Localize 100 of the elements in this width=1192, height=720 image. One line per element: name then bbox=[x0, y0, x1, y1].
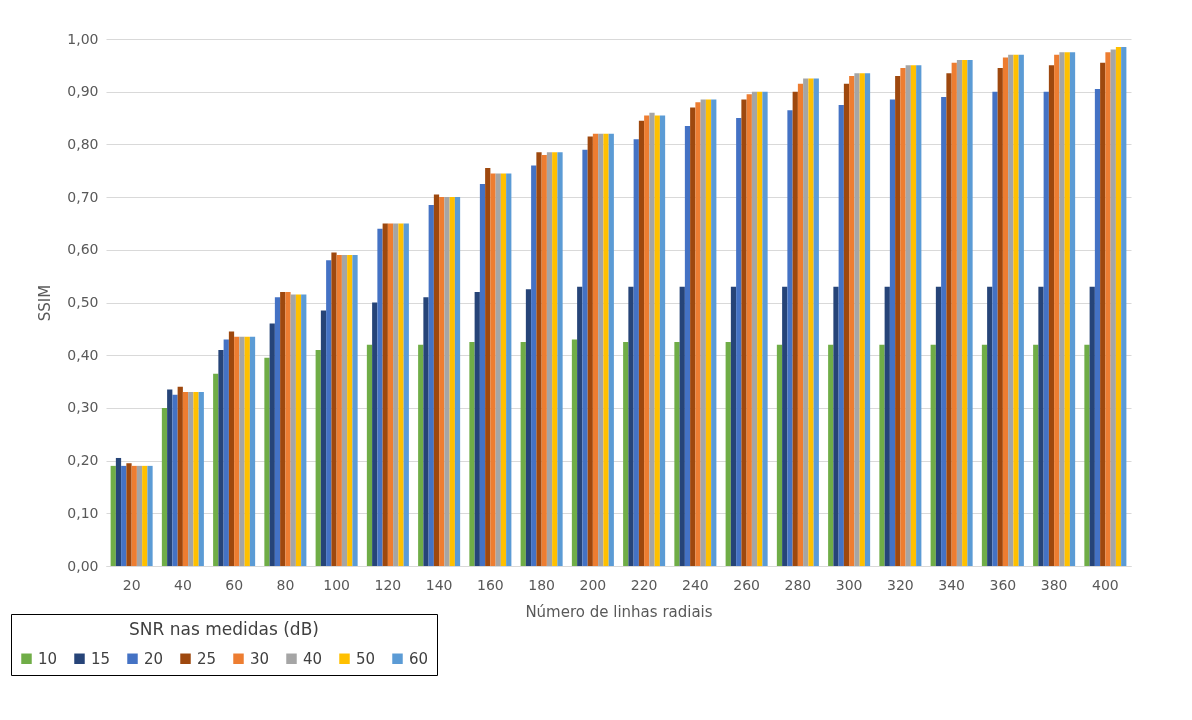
bar bbox=[884, 286, 890, 566]
y-tick-label: 0,70 bbox=[67, 188, 99, 205]
y-axis-title: SSIM bbox=[36, 284, 55, 322]
y-tick-label: 0,30 bbox=[67, 399, 99, 416]
bar bbox=[608, 133, 614, 566]
bar bbox=[490, 173, 496, 566]
bar bbox=[633, 139, 639, 566]
bar bbox=[787, 110, 793, 566]
y-tick-label: 0,10 bbox=[67, 504, 99, 521]
bar bbox=[967, 60, 973, 566]
bar bbox=[495, 173, 501, 566]
bar bbox=[177, 386, 183, 566]
bar bbox=[854, 73, 860, 566]
bar bbox=[725, 342, 731, 566]
bar bbox=[951, 62, 957, 566]
bar bbox=[705, 99, 712, 566]
bar bbox=[1008, 54, 1014, 566]
bar bbox=[864, 73, 871, 566]
bar bbox=[264, 357, 270, 566]
x-tick-label: 260 bbox=[733, 576, 760, 593]
bar bbox=[546, 152, 553, 566]
x-tick-label: 360 bbox=[989, 576, 1017, 593]
x-tick-label: 160 bbox=[477, 576, 504, 593]
bar bbox=[295, 294, 302, 566]
bar bbox=[1100, 62, 1106, 566]
x-tick-label: 180 bbox=[528, 576, 555, 593]
bar bbox=[623, 342, 629, 566]
bar bbox=[439, 197, 445, 566]
bar bbox=[336, 255, 342, 566]
bar bbox=[679, 286, 685, 566]
bar bbox=[1038, 286, 1044, 566]
bar bbox=[531, 165, 537, 566]
bar bbox=[741, 99, 747, 566]
bar bbox=[736, 118, 742, 566]
bar bbox=[469, 342, 475, 566]
bar bbox=[285, 291, 291, 566]
bar bbox=[449, 197, 455, 566]
x-tick-label: 340 bbox=[938, 576, 965, 593]
x-tick-label: 240 bbox=[682, 576, 709, 593]
bar bbox=[946, 73, 952, 566]
bar bbox=[587, 136, 593, 566]
bar bbox=[889, 99, 896, 566]
bar bbox=[992, 91, 998, 566]
bar bbox=[234, 336, 240, 566]
legend-label: 10 bbox=[38, 649, 58, 668]
bar bbox=[485, 168, 491, 566]
bar bbox=[172, 394, 178, 566]
x-tick-label: 380 bbox=[1040, 576, 1068, 593]
bar bbox=[223, 339, 229, 566]
y-tick-label: 0,40 bbox=[67, 346, 99, 363]
legend-label: 30 bbox=[250, 649, 270, 668]
bar bbox=[301, 294, 307, 566]
bar bbox=[833, 286, 839, 566]
bar bbox=[320, 310, 327, 566]
bar bbox=[454, 197, 461, 566]
bar bbox=[797, 83, 804, 566]
bar bbox=[571, 339, 578, 566]
bar bbox=[1054, 54, 1060, 566]
bar bbox=[751, 91, 758, 566]
x-axis-title: Número de linhas radiais bbox=[525, 602, 713, 621]
bar bbox=[910, 65, 917, 566]
bar bbox=[115, 457, 122, 566]
bar bbox=[428, 205, 434, 566]
y-tick-label: 0,60 bbox=[67, 241, 99, 258]
legend-label: 60 bbox=[409, 649, 429, 668]
bar bbox=[552, 152, 558, 566]
bar bbox=[935, 286, 942, 566]
bar bbox=[987, 286, 993, 566]
bar bbox=[479, 183, 486, 566]
bar bbox=[377, 228, 383, 566]
bar bbox=[331, 252, 337, 566]
bar bbox=[382, 223, 388, 566]
bar bbox=[541, 154, 547, 566]
bar bbox=[525, 289, 532, 566]
bar bbox=[849, 75, 855, 566]
x-tick-label: 200 bbox=[579, 576, 607, 593]
y-tick-label: 1,00 bbox=[67, 30, 99, 47]
bar bbox=[269, 323, 275, 566]
bar bbox=[582, 149, 588, 566]
bar bbox=[213, 373, 219, 566]
bar bbox=[474, 291, 480, 566]
x-tick-label: 120 bbox=[374, 576, 402, 593]
bar bbox=[695, 102, 701, 566]
bar bbox=[900, 67, 906, 566]
bar bbox=[403, 223, 409, 566]
bar bbox=[244, 336, 250, 566]
bar bbox=[161, 407, 168, 566]
bar bbox=[557, 152, 563, 566]
bar bbox=[500, 173, 507, 566]
bar bbox=[433, 194, 440, 566]
bar bbox=[895, 75, 901, 566]
bar bbox=[638, 120, 645, 566]
bar bbox=[757, 91, 763, 566]
bar bbox=[956, 60, 963, 566]
bar bbox=[1064, 52, 1070, 566]
bar bbox=[711, 99, 717, 566]
bar bbox=[126, 463, 132, 566]
bar bbox=[1084, 344, 1090, 566]
x-tick-label: 40 bbox=[173, 576, 192, 593]
bar bbox=[654, 115, 660, 566]
